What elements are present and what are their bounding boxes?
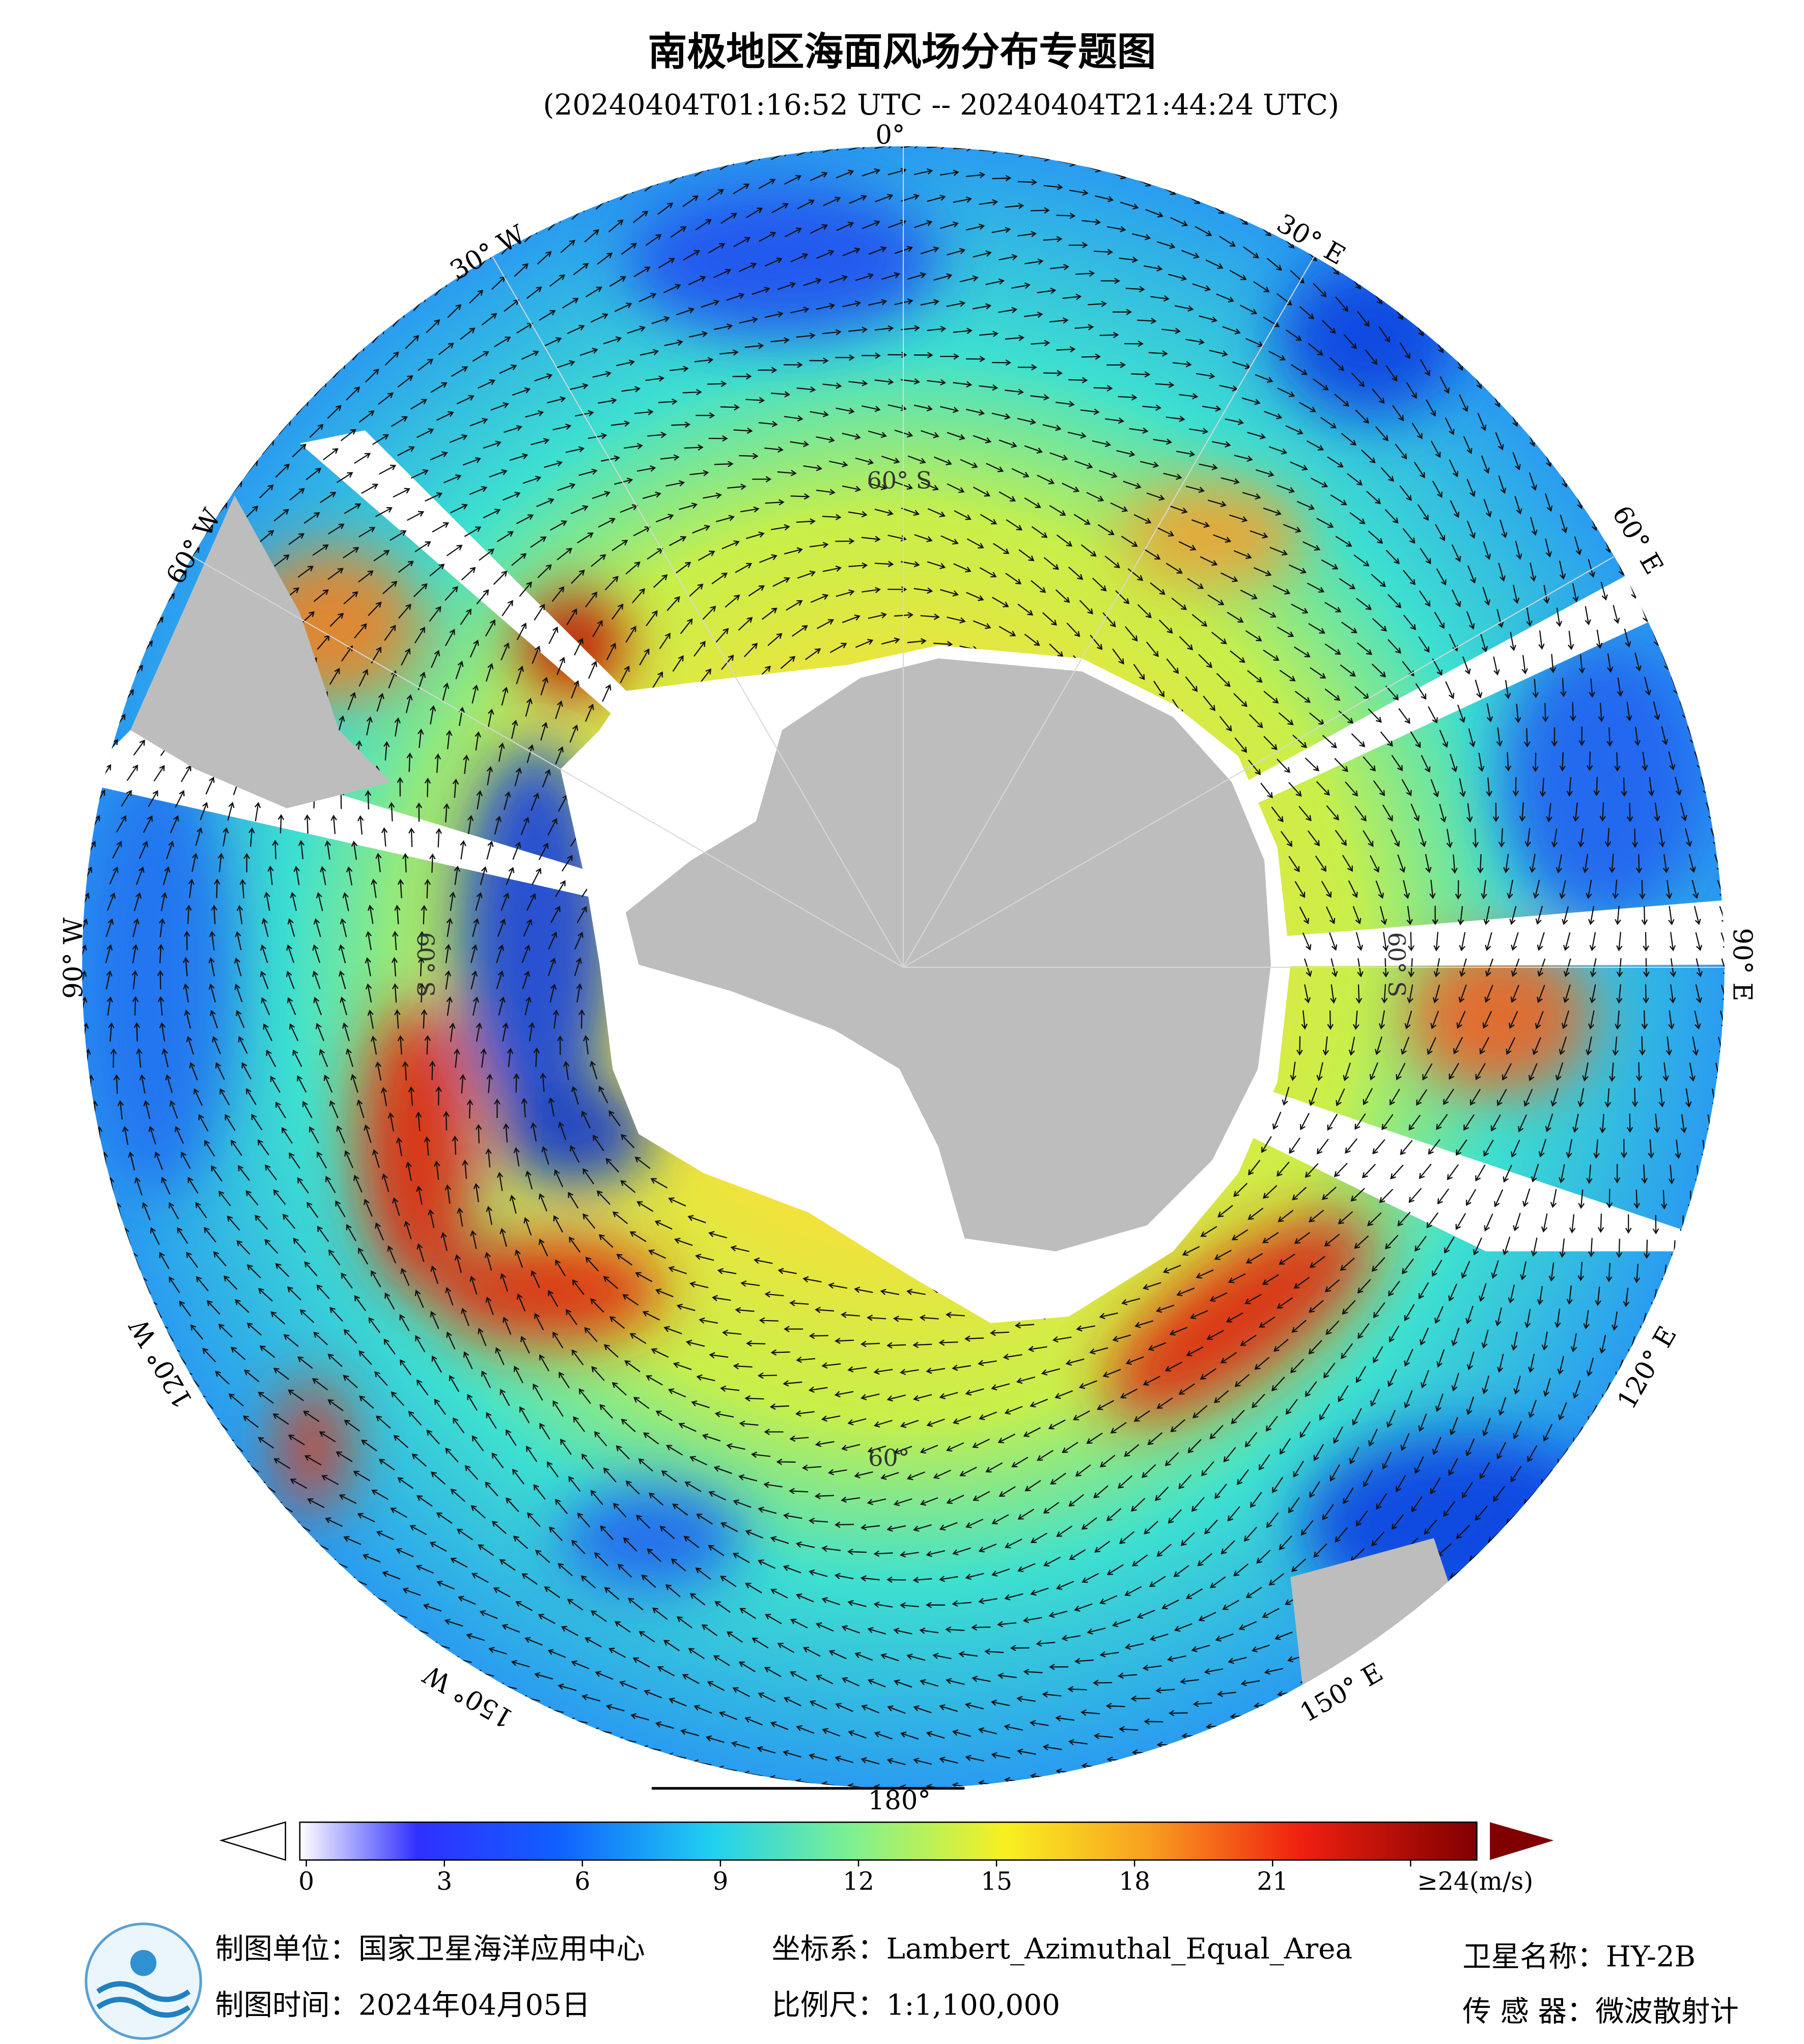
colorbar-tick-label: 9 [712,1867,728,1896]
colorbar-tick-label: ≥24(m/s) [1417,1867,1533,1896]
lon-label: 0° [875,120,905,150]
lat-label: 60° S [412,932,439,997]
footer: 制图单位：国家卫星海洋应用中心 制图时间：2024年04月05日 坐标系：Lam… [85,1922,1739,2040]
lat-label: 60° [868,1444,910,1472]
lon-label: 90° E [1727,928,1758,1001]
graticule [192,146,1725,968]
map-unit: 制图单位：国家卫星海洋应用中心 [215,1933,645,1966]
colorbar-tick-label: 6 [574,1867,590,1896]
colorbar-tick-label: 3 [436,1867,452,1896]
logo [85,1922,202,2040]
satellite: 卫星名称：HY-2B [1462,1941,1696,1974]
colorbar-max-arrow [1490,1822,1554,1860]
map-scale: 比例尺：1:1,100,000 [772,1989,1061,2022]
colorbar-tick-label: 21 [1257,1867,1288,1896]
latitude-labels: 60° S 60° S 60° 60° S [412,467,1410,1472]
colorbar: 0 3 6 9 12 15 18 21 ≥24(m/s) [219,1821,1554,1896]
sensor: 传 感 器：微波散射计 [1462,1995,1738,2028]
colorbar-tick-label: 12 [843,1867,874,1896]
colorbar-bar [299,1822,1478,1861]
colorbar-tick-label: 15 [981,1867,1012,1896]
coordinate-system: 坐标系：Lambert_Azimuthal_Equal_Area [772,1933,1353,1966]
colorbar-min-arrow [219,1821,286,1861]
colorbar-tick-label: 18 [1119,1867,1150,1896]
subtitle: (20240404T01:16:52 UTC -- 20240404T21:44… [543,89,1340,122]
map-date: 制图时间：2024年04月05日 [215,1989,590,2022]
lat-label: 60° S [867,467,932,494]
title: 南极地区海面风场分布专题图 [648,29,1156,75]
colorbar-tick-label: 0 [298,1867,314,1896]
antarctica-land [625,658,1271,1252]
lon-label: 180° [868,1785,931,1816]
lat-label: 60° S [1383,932,1410,997]
lon-label: 90° W [58,917,89,999]
